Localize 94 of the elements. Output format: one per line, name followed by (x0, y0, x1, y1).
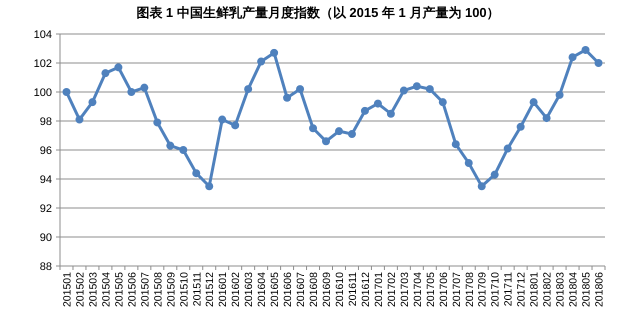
point (231, 121, 240, 130)
point (192, 169, 200, 178)
x-tick-label: 201611 (346, 272, 359, 306)
point (296, 85, 304, 94)
point (114, 63, 122, 72)
x-tick-label: 201607 (295, 272, 308, 308)
point (582, 46, 590, 54)
point (88, 98, 96, 106)
point (101, 69, 110, 78)
x-tick-label: 201708 (464, 272, 476, 308)
point (309, 124, 318, 132)
point (127, 88, 136, 96)
point (334, 127, 343, 136)
x-tick-label: 201710 (490, 272, 502, 308)
point (257, 58, 266, 66)
point (464, 159, 473, 168)
point (322, 137, 330, 146)
point (542, 114, 551, 122)
x-tick-label: 201806 (594, 272, 606, 308)
x-tick-label: 201803 (554, 272, 567, 308)
point (140, 84, 148, 92)
x-tick-label: 201701 (372, 272, 385, 308)
point (244, 85, 252, 94)
x-tick-label: 201603 (243, 272, 256, 308)
x-tick-label: 201608 (308, 272, 320, 308)
y-tick-label: 94 (40, 174, 52, 186)
point (490, 170, 499, 179)
x-tick-label: 201501 (61, 272, 74, 308)
point (62, 88, 70, 96)
x-tick-label: 201804 (568, 272, 580, 308)
x-tick-label: 201601 (217, 272, 230, 308)
x-tick-label: 201610 (334, 272, 346, 308)
point (218, 116, 226, 124)
point (360, 106, 369, 115)
y-tick-label: 90 (40, 232, 52, 244)
point (412, 82, 421, 90)
point (516, 122, 525, 131)
x-tick-label: 201702 (386, 272, 398, 308)
chart-title: 图表 1 中国生鲜乳产量月度指数（以 2015 年 1 月产量为 100） (136, 5, 500, 20)
y-tick-label: 96 (40, 145, 52, 157)
x-tick-label: 201511 (191, 272, 204, 306)
x-tick-label: 201805 (580, 272, 593, 308)
point (75, 116, 84, 124)
x-tick-label: 201612 (360, 272, 372, 308)
x-tick-label: 201604 (256, 272, 268, 308)
x-tick-label: 201502 (74, 272, 86, 308)
y-tick-label: 98 (40, 116, 52, 128)
point (386, 110, 395, 118)
point (153, 118, 162, 126)
x-tick-label: 201507 (139, 272, 152, 308)
y-tick-label: 92 (40, 203, 52, 215)
x-tick-label: 201802 (542, 272, 554, 308)
point (594, 59, 603, 67)
x-tick-label: 201711 (502, 272, 515, 306)
x-tick-label: 201707 (450, 272, 463, 308)
x-tick-label: 201503 (87, 272, 100, 308)
point (205, 182, 214, 190)
x-tick-label: 201505 (113, 272, 126, 308)
x-tick-label: 201504 (100, 272, 112, 308)
point (283, 94, 292, 102)
x-tick-label: 201705 (424, 272, 437, 308)
y-tick-label: 88 (40, 261, 52, 273)
x-tick-label: 201704 (412, 272, 424, 308)
point (556, 90, 564, 99)
point (530, 98, 538, 106)
point (348, 130, 356, 138)
point (374, 100, 382, 108)
point (179, 146, 188, 154)
point (438, 98, 447, 106)
x-tick-label: 201606 (282, 272, 294, 308)
x-tick-label: 201801 (528, 272, 541, 308)
point (270, 48, 278, 57)
x-tick-label: 201605 (269, 272, 282, 308)
x-tick-label: 201512 (204, 272, 216, 308)
point (504, 144, 512, 153)
y-tick-label: 104 (34, 29, 52, 41)
x-tick-label: 201703 (398, 272, 411, 308)
point (478, 182, 486, 190)
x-tick-label: 201510 (178, 272, 190, 308)
x-tick-label: 201706 (438, 272, 450, 308)
x-tick-label: 201609 (321, 272, 334, 308)
y-tick-label: 100 (34, 87, 52, 99)
point (426, 85, 434, 94)
x-tick-label: 201712 (516, 272, 528, 308)
x-tick-label: 201709 (476, 272, 489, 308)
point (166, 142, 174, 150)
point (568, 53, 577, 62)
x-tick-label: 201508 (152, 272, 164, 308)
x-tick-label: 201506 (126, 272, 138, 308)
point (452, 140, 460, 148)
x-tick-label: 201509 (165, 272, 178, 308)
point (400, 86, 408, 95)
y-tick-label: 102 (34, 58, 52, 70)
x-tick-label: 201602 (230, 272, 242, 308)
